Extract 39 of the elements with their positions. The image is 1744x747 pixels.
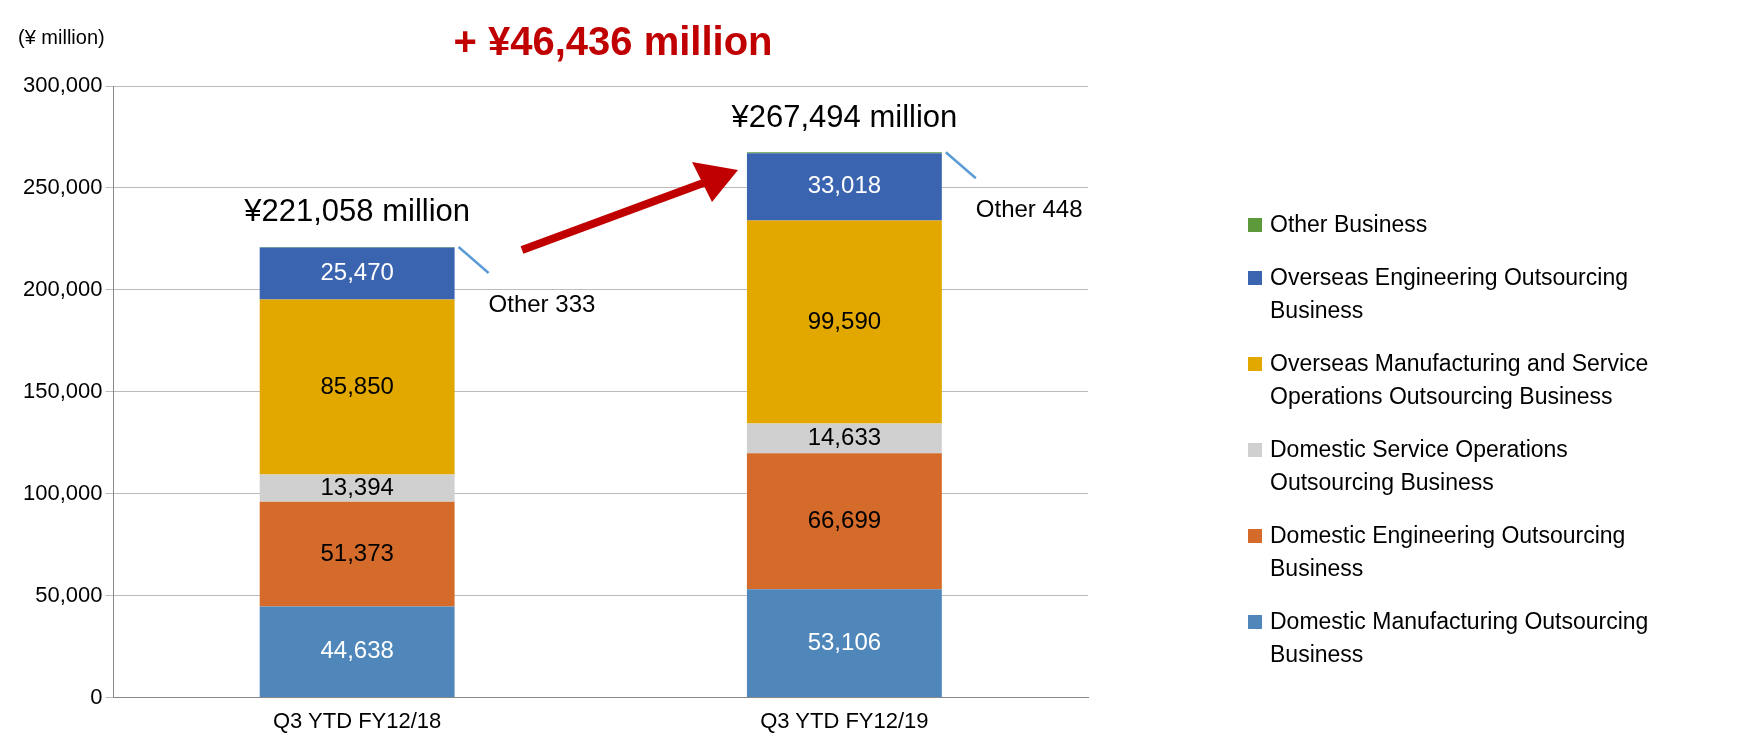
data-label: Other 448 — [975, 194, 1083, 222]
data-label: 99,590 — [807, 306, 882, 334]
data-label: 25,470 — [320, 258, 394, 286]
y-tick-label: 200,000 — [22, 275, 103, 301]
y-tick-label: 0 — [90, 683, 103, 709]
data-label: 85,850 — [320, 371, 394, 399]
legend-label: Other Business — [1270, 210, 1428, 239]
bar — [746, 589, 942, 698]
data-label: 51,373 — [320, 538, 394, 566]
legend-label: Domestic Service Operations Outsourcing Business — [1270, 435, 1569, 497]
bar — [259, 501, 455, 607]
data-label: 66,699 — [807, 505, 882, 533]
y-tick-label: 150,000 — [22, 377, 103, 403]
y-tick-label: 50,000 — [35, 581, 103, 607]
bar — [746, 153, 942, 221]
legend-label: Domestic Engineering Outsourcing Business — [1270, 521, 1627, 583]
bar — [259, 606, 455, 698]
y-tick-label: 250,000 — [22, 174, 103, 199]
bar — [746, 220, 942, 424]
data-label: 13,394 — [320, 472, 394, 500]
y-axis-title: (¥ million) — [18, 25, 105, 48]
chart-title: + ¥46,436 million — [453, 19, 773, 64]
legend-label: Overseas Engineering Outsourcing Business — [1270, 263, 1629, 325]
data-label: 44,638 — [320, 636, 394, 664]
total-label: ¥221,058 million — [243, 193, 471, 229]
bar — [746, 453, 942, 590]
y-tick-label: 100,000 — [22, 479, 103, 505]
data-label: 14,633 — [807, 423, 882, 451]
data-label: 53,106 — [807, 627, 882, 655]
legend-label: Domestic Manufacturing Outsourcing Business — [1270, 607, 1650, 669]
bar — [259, 299, 455, 475]
x-tick-label: Q3 YTD FY12/19 — [760, 707, 929, 733]
legend-label: Overseas Manufacturing and Service Operations Outsourcing Business — [1270, 349, 1650, 411]
y-tick-label: 300,000 — [22, 72, 103, 98]
data-label: 33,018 — [807, 171, 882, 199]
x-tick-label: Q3 YTD FY12/18 — [272, 707, 442, 733]
total-label: ¥267,494 million — [730, 98, 958, 134]
data-label: Other 333 — [488, 289, 596, 317]
bar — [259, 247, 455, 300]
